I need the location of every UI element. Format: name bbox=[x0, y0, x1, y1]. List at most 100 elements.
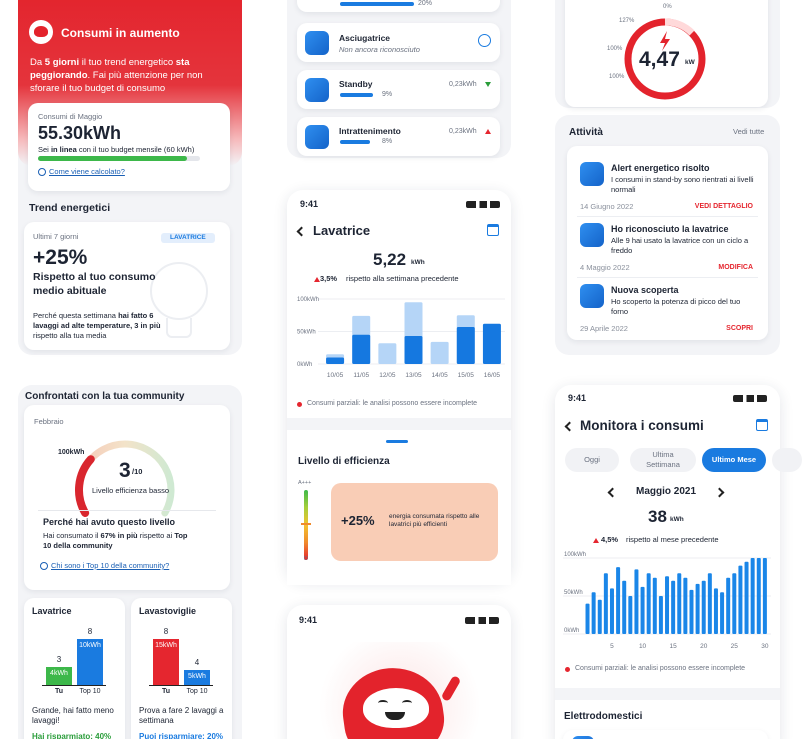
status-icons bbox=[733, 395, 767, 402]
mascot-face bbox=[363, 688, 429, 728]
share-bar bbox=[340, 140, 370, 144]
appliance-icon bbox=[572, 736, 594, 739]
bar bbox=[713, 588, 718, 634]
bar bbox=[689, 589, 694, 634]
trend-change: +25% bbox=[33, 246, 88, 269]
partial-note: Consumi parziali: le analisi possono ess… bbox=[307, 400, 478, 407]
bar-value-label: 4kWh bbox=[50, 669, 68, 677]
activity-icon bbox=[580, 284, 604, 308]
y-tick-label: 50kWh bbox=[564, 590, 583, 596]
bar bbox=[430, 341, 449, 364]
text-part: rispetto alla tua media bbox=[33, 331, 107, 341]
bar bbox=[658, 596, 663, 634]
comparison-saving: Hai risparmiato: 40% bbox=[32, 732, 112, 739]
activity-text: Ho scoperto la potenza di picco del tuo … bbox=[611, 297, 741, 316]
appliance-icon bbox=[305, 78, 329, 102]
month-label: Maggio 2021 bbox=[636, 486, 697, 497]
x-tick-label: 16/05 bbox=[484, 372, 501, 379]
community-card bbox=[24, 405, 230, 590]
sheet-handle bbox=[386, 440, 408, 443]
month-label: Febbraio bbox=[34, 417, 64, 426]
trend-up-icon bbox=[314, 277, 320, 282]
appliance-card bbox=[297, 23, 500, 62]
bar-count: 8 bbox=[87, 627, 93, 636]
help-icon bbox=[478, 34, 491, 47]
bar-value-label: 15kWh bbox=[155, 642, 177, 649]
bar bbox=[695, 583, 700, 634]
mascot-icon-face bbox=[34, 26, 48, 37]
bar bbox=[671, 580, 676, 634]
text-part: 67% in più bbox=[100, 531, 138, 540]
text-part: Top 10 della community bbox=[43, 531, 188, 551]
trend-up-icon bbox=[593, 538, 599, 543]
tab[interactable]: Ultima Settimana bbox=[630, 448, 696, 472]
tab[interactable]: Ultimo Mese bbox=[702, 448, 766, 472]
power-value: 4,47 bbox=[639, 48, 680, 71]
tab[interactable]: Oggi bbox=[565, 448, 619, 472]
x-tick-label: 30 bbox=[761, 643, 769, 650]
bar bbox=[603, 573, 608, 634]
text-part: Hai consumato il bbox=[43, 531, 101, 540]
appliance-name: Asciugatrice bbox=[339, 33, 391, 43]
appliance-card bbox=[563, 730, 768, 739]
bar bbox=[732, 573, 737, 634]
activity-date: 14 Giugno 2022 bbox=[580, 202, 634, 211]
bar bbox=[634, 569, 639, 634]
bolt-icon bbox=[660, 31, 670, 51]
comparison-axis bbox=[149, 685, 213, 686]
gauge-value bbox=[75, 455, 95, 517]
activity-icon bbox=[580, 223, 604, 247]
monitor-phone bbox=[555, 385, 780, 739]
activity-action[interactable]: SCOPRI bbox=[726, 325, 753, 332]
text-part: sta peggiorando bbox=[30, 57, 190, 81]
delta-text: rispetto alla settimana precedente bbox=[346, 274, 459, 283]
activity-action[interactable]: VEDI DETTAGLIO bbox=[694, 203, 753, 210]
bulb-outline bbox=[150, 262, 208, 320]
bar bbox=[609, 588, 614, 634]
bar bbox=[750, 558, 755, 634]
y-tick-label: 100kWh bbox=[297, 297, 319, 303]
mascot-eye bbox=[402, 700, 412, 706]
status-time: 9:41 bbox=[299, 615, 318, 625]
bar bbox=[726, 577, 731, 634]
x-tick-label: 20 bbox=[700, 643, 708, 650]
status-icons bbox=[465, 617, 499, 624]
bar bbox=[622, 580, 627, 634]
bulb-base bbox=[166, 318, 192, 338]
bar bbox=[482, 323, 501, 364]
partial-dot bbox=[565, 667, 570, 672]
comparison-bar bbox=[153, 639, 179, 685]
bar bbox=[707, 573, 712, 634]
see-all-link[interactable]: Vedi tutte bbox=[733, 127, 765, 136]
comparison-saving: Puoi risparmiare: 20% bbox=[139, 732, 224, 739]
reason-title: Perché hai avuto questo livello bbox=[43, 517, 176, 527]
bar bbox=[591, 592, 596, 634]
x-tick-label: 11/05 bbox=[353, 372, 369, 379]
period-label: Ultimi 7 giorni bbox=[33, 232, 79, 241]
efficiency-marker bbox=[301, 523, 311, 525]
bar bbox=[683, 577, 688, 634]
budget-text: Sei in linea con il tuo budget mensile (… bbox=[38, 145, 218, 155]
activity-action[interactable]: MODIFICA bbox=[718, 264, 753, 271]
activity-title: Alert energetico risolto bbox=[611, 163, 710, 173]
trend-explanation: Perché questa settimana hai fatto 6 lava… bbox=[33, 311, 163, 341]
reason-text: Hai consumato il 67% in più rispetto ai … bbox=[43, 531, 193, 551]
total-value: 38 bbox=[648, 507, 667, 526]
bar bbox=[720, 592, 725, 634]
total-value: 5,22 bbox=[373, 250, 407, 269]
calendar-icon bbox=[756, 419, 768, 431]
bar bbox=[652, 577, 657, 634]
tab bbox=[772, 448, 802, 472]
power-gauge bbox=[624, 18, 706, 100]
y-tick-label: 50kWh bbox=[297, 330, 316, 336]
efficiency-change: +25% bbox=[341, 513, 375, 528]
total-unit: kWh bbox=[670, 516, 684, 523]
partial-dot bbox=[297, 402, 302, 407]
appliance-energy: 0,23kWh bbox=[449, 128, 477, 135]
bar bbox=[646, 573, 651, 634]
mascot-mouth bbox=[385, 712, 405, 720]
text-part: 5 giorni bbox=[44, 57, 80, 68]
alert-message: Da 5 giorni il tuo trend energetico sta … bbox=[30, 57, 232, 95]
alert-title: Consumi in aumento bbox=[61, 26, 180, 40]
